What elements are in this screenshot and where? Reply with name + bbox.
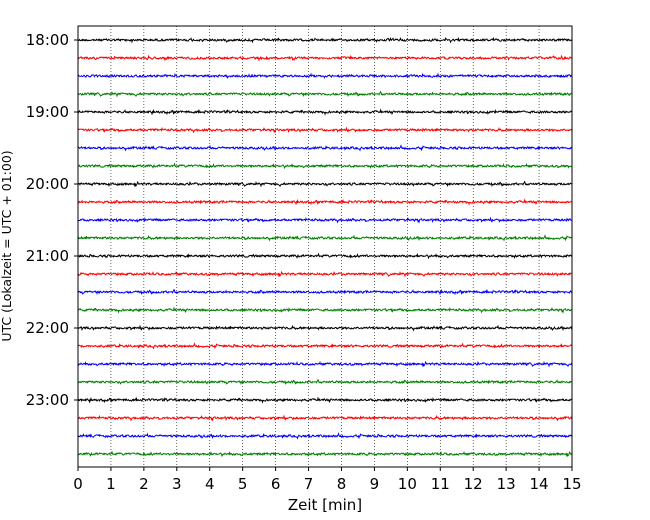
x-tick-label-5: 5 xyxy=(238,475,248,493)
y-axis-label: UTC (Lokalzeit = UTC + 01:00) xyxy=(0,150,14,341)
y-tick-label-2: 20:00 xyxy=(26,175,69,193)
trace-17 xyxy=(77,324,573,332)
trace-2 xyxy=(77,54,573,62)
trace-8 xyxy=(77,162,573,170)
trace-19 xyxy=(77,360,573,368)
x-tick-label-8: 8 xyxy=(337,475,347,493)
trace-23 xyxy=(77,432,573,440)
x-tick-label-6: 6 xyxy=(271,475,281,493)
x-tick-label-4: 4 xyxy=(205,475,215,493)
x-tick-label-10: 10 xyxy=(398,475,417,493)
x-tick-label-14: 14 xyxy=(530,475,549,493)
trace-7 xyxy=(77,144,573,152)
x-axis-ticks: 0 1 2 3 4 5 6 7 8 9 10 11 12 13 14 15 xyxy=(73,467,582,493)
x-tick-label-11: 11 xyxy=(431,475,450,493)
x-tick-label-9: 9 xyxy=(370,475,380,493)
trace-18 xyxy=(77,342,573,350)
y-tick-label-3: 21:00 xyxy=(26,247,69,265)
x-tick-label-7: 7 xyxy=(304,475,314,493)
trace-9 xyxy=(77,180,573,188)
trace-14 xyxy=(77,270,573,278)
y-tick-label-0: 18:00 xyxy=(26,31,69,49)
trace-16 xyxy=(77,306,573,314)
trace-21 xyxy=(77,396,573,404)
trace-22 xyxy=(77,414,573,422)
trace-1 xyxy=(77,36,573,44)
trace-24 xyxy=(77,450,573,458)
x-tick-label-12: 12 xyxy=(464,475,483,493)
x-tick-label-13: 13 xyxy=(497,475,516,493)
traces xyxy=(77,36,573,458)
y-axis-ticks: 18:00 19:00 20:00 21:00 22:00 23:00 xyxy=(26,31,78,409)
x-tick-label-15: 15 xyxy=(562,475,581,493)
trace-3 xyxy=(77,72,573,79)
trace-10 xyxy=(77,198,573,206)
x-tick-label-1: 1 xyxy=(106,475,116,493)
y-tick-label-1: 19:00 xyxy=(26,103,69,121)
trace-13 xyxy=(77,252,573,260)
trace-15 xyxy=(77,288,573,296)
x-tick-label-3: 3 xyxy=(172,475,182,493)
trace-4 xyxy=(77,90,573,98)
trace-6 xyxy=(77,126,573,134)
trace-11 xyxy=(77,216,573,224)
y-tick-label-4: 22:00 xyxy=(26,319,69,337)
x-tick-label-2: 2 xyxy=(139,475,149,493)
x-axis-label: Zeit [min] xyxy=(288,496,362,514)
y-tick-label-5: 23:00 xyxy=(26,391,69,409)
trace-5 xyxy=(77,108,573,116)
plot-area xyxy=(78,26,572,467)
trace-12 xyxy=(77,234,573,242)
plot-frame xyxy=(77,25,573,468)
trace-20 xyxy=(77,378,573,386)
x-tick-label-0: 0 xyxy=(73,475,83,493)
